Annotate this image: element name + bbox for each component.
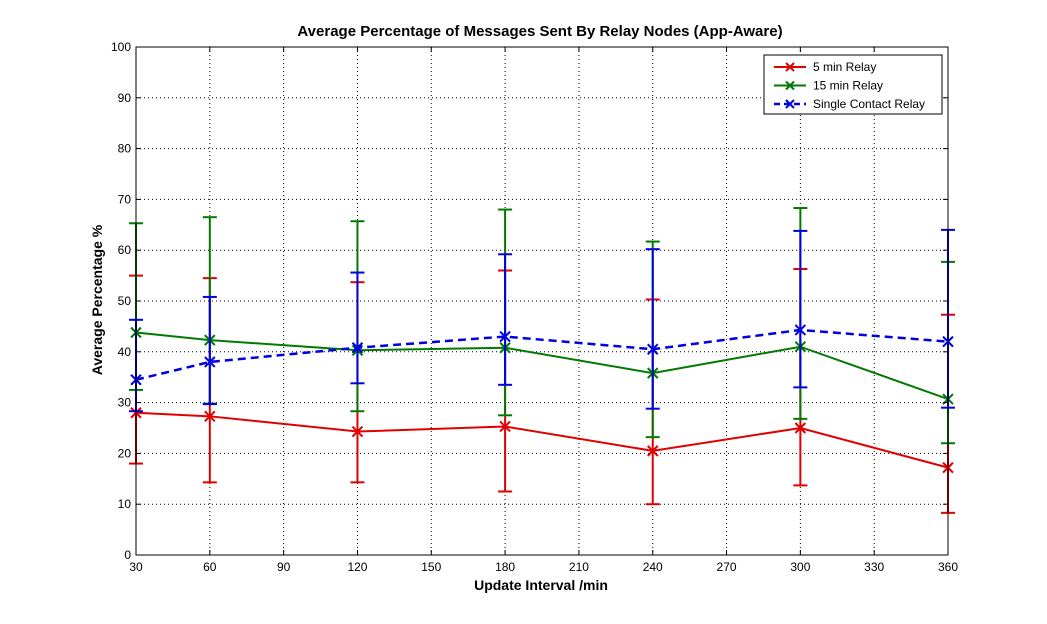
y-tick-label: 80 — [118, 142, 132, 156]
chart-title: Average Percentage of Messages Sent By R… — [297, 23, 782, 40]
y-tick-label: 20 — [118, 446, 132, 460]
legend-marker — [785, 80, 795, 91]
y-tick-label: 30 — [118, 396, 132, 410]
series-1-point — [794, 422, 807, 434]
series-3 — [129, 228, 955, 413]
y-tick-label: 60 — [118, 243, 132, 257]
series-1-point — [204, 410, 216, 423]
x-tick-label: 150 — [421, 560, 441, 574]
plot-frame — [135, 46, 949, 556]
series-3-point — [204, 356, 216, 368]
grid — [136, 47, 948, 555]
x-tick-label: 300 — [790, 560, 810, 574]
x-tick-label: 330 — [864, 560, 884, 574]
x-tick-label: 210 — [569, 560, 589, 574]
x-tick-label: 180 — [495, 560, 515, 574]
series-1 — [129, 267, 955, 514]
y-tick-label: 0 — [124, 548, 131, 562]
y-tick-label: 40 — [118, 345, 132, 359]
legend-marker — [785, 62, 795, 72]
y-axis-label: Average Percentage % — [89, 224, 105, 375]
x-tick-label: 60 — [203, 560, 217, 574]
series-2-line — [135, 331, 949, 400]
y-tick-label: 10 — [118, 497, 132, 511]
x-tick-label: 90 — [277, 560, 291, 574]
legend-label: Single Contact Relay — [813, 97, 925, 111]
x-tick-label: 360 — [938, 560, 958, 574]
legend: 5 min Relay 15 min Relay Single Contact Re… — [763, 54, 943, 115]
series-1-point — [647, 445, 659, 457]
x-tick-label: 270 — [717, 560, 737, 574]
series-3-point — [794, 324, 807, 336]
x-axis-label: Update Interval /min — [474, 577, 608, 593]
x-tick-label: 240 — [643, 560, 663, 574]
y-tick-label: 70 — [118, 192, 132, 206]
series-3-point — [647, 343, 659, 355]
x-tick-label: 30 — [129, 560, 143, 574]
ticks: 30 60 90 120 150 180 210 240 270 300 330 360 0 10 20 30… — [111, 40, 958, 574]
series-1-point — [351, 425, 364, 438]
series-1-point — [499, 420, 511, 433]
legend-label: 5 min Relay — [813, 60, 876, 74]
series-1-line — [135, 411, 949, 469]
legend-marker — [785, 99, 795, 109]
y-tick-label: 100 — [111, 40, 131, 54]
series-2 — [129, 207, 955, 445]
y-tick-label: 90 — [118, 91, 132, 105]
series-layer — [129, 207, 955, 514]
series-3-point — [351, 342, 364, 354]
x-tick-label: 120 — [347, 560, 367, 574]
series-3-point — [499, 330, 511, 343]
y-tick-label: 50 — [118, 294, 132, 308]
legend-label: 15 min Relay — [813, 79, 883, 93]
